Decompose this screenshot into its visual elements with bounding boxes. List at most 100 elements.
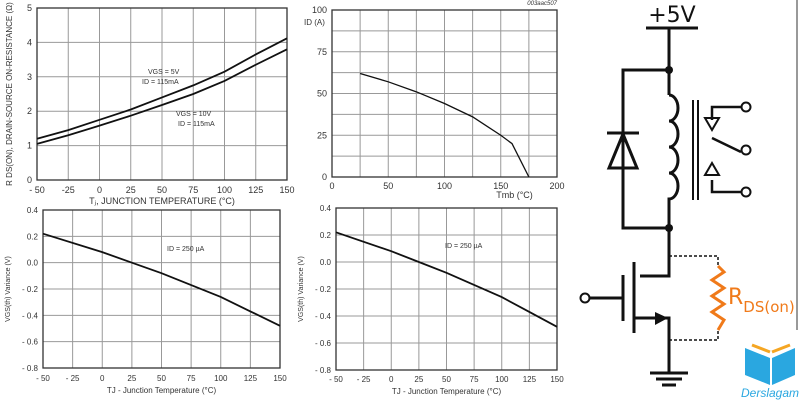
x-tick-label: - 50 [29,185,45,195]
gate-terminal [579,292,591,304]
y-tick-label: 100 [312,5,327,15]
x-tick-label: 125 [248,185,263,195]
y-tick-label: - 0.2 [315,285,332,294]
rds-label: R [728,285,743,310]
x-tick-label: 100 [437,181,452,191]
y-axis-label: ID (A) [304,18,325,27]
relay-coil [667,93,680,228]
x-tick-label: - 50 [36,374,50,383]
source-wire [634,316,671,372]
series-line [36,48,288,145]
series-line [36,37,288,140]
x-tick-label: 50 [383,181,393,191]
y-axis-label: R DS(ON), DRAIN-SOURCE ON-RESISTANCE (Ω) [5,2,14,186]
annotation: ID = 115mA [142,79,179,86]
plot-frame [42,209,281,369]
resistor-icon [709,264,727,331]
y-tick-label: - 0.8 [315,366,332,375]
x-tick-label: 25 [127,374,136,383]
y-tick-label: 2 [27,106,32,116]
y-tick-label: - 0.8 [22,364,39,373]
plot-frame [331,9,558,178]
plot-frame [335,207,558,371]
x-tick-label: 0 [100,374,105,383]
relay-contact-icon [703,117,721,176]
terminal [740,101,752,113]
terminal [740,186,752,198]
y-tick-label: 3 [27,72,32,82]
rds-dashed-lines [669,255,719,341]
x-tick-label: - 25 [357,375,371,384]
junction-dot [665,224,673,232]
diode-icon [606,130,640,170]
y-axis-label: VGS(th) Variance (V) [298,256,305,322]
plot-frame [36,7,288,181]
x-tick-label: -25 [62,185,75,195]
logo-book-icon [772,348,795,385]
x-axis-label: Tmb (°C) [496,190,533,200]
x-tick-label: 25 [126,185,136,195]
y-tick-label: 75 [317,47,327,57]
y-tick-label: 50 [317,89,327,99]
x-axis-label: TJ - Junction Temperature (°C) [392,387,502,396]
relay-switch [710,105,742,194]
y-tick-label: 5 [27,3,32,13]
y-tick-label: 0.4 [27,206,39,215]
y-axis-label: VGS(th) Variance (V) [5,256,12,322]
x-tick-label: 75 [470,375,479,384]
x-tick-label: 0 [329,181,334,191]
x-tick-label: - 25 [66,374,80,383]
x-tick-label: 200 [549,181,564,191]
junction-dot [665,66,673,74]
y-tick-label: 0 [27,175,32,185]
x-tick-label: 0 [389,375,394,384]
charts: - 50 -25 0 25 50 75 100 125 150 0 1 2 3 4 5 Tⱼ, JUNCTIO… [5,1,565,396]
y-tick-label: 25 [317,130,327,140]
annotation: ID = 115mA [178,121,215,128]
x-axis-label: Tⱼ, JUNCTION TEMPERATURE (°C) [89,196,235,206]
annotation: VGS = 10V [176,111,212,118]
y-tick-label: 1 [27,141,32,151]
x-tick-label: 75 [187,374,196,383]
annotation: ID = 250 µA [167,246,205,253]
x-tick-label: 100 [217,185,232,195]
source-arrow-icon [655,312,668,325]
y-tick-label: - 0.6 [315,339,332,348]
chart-title: 003aac507 [527,1,557,7]
wire [621,28,671,278]
y-tick-label: 0.2 [27,232,39,241]
logo-text: Derslagam [741,386,799,400]
logo-accent [751,343,791,354]
x-tick-label: 100 [214,374,228,383]
x-tick-label: 50 [157,185,167,195]
series-line [359,72,530,178]
x-tick-label: 75 [188,185,198,195]
x-tick-label: 50 [442,375,451,384]
y-tick-label: 0.4 [320,204,332,213]
y-tick-label: 4 [27,37,32,47]
rds-subscript: DS(on) [743,298,794,316]
y-tick-label: 0.2 [320,231,332,240]
terminal [740,144,752,156]
x-axis-label: TJ - Junction Temperature (°C) [107,386,217,395]
x-tick-label: 150 [273,374,287,383]
y-tick-label: - 0.4 [315,312,332,321]
series-line [335,231,558,328]
x-tick-label: 125 [523,375,537,384]
y-tick-label: - 0.2 [22,285,39,294]
x-tick-label: 50 [157,374,166,383]
logo: Derslagam [741,343,799,400]
rds-text: RDS(on) [728,285,795,316]
x-tick-label: 100 [495,375,509,384]
y-tick-label: 0 [322,172,327,182]
supply-label: +5V [648,3,695,28]
series-line [42,232,281,327]
annotation: ID = 250 µA [445,243,483,250]
logo-book-icon [745,348,770,385]
annotation: VGS = 5V [148,69,180,76]
x-tick-label: 25 [414,375,423,384]
x-tick-label: - 50 [329,375,343,384]
x-tick-label: 125 [244,374,258,383]
x-tick-label: 150 [493,181,508,191]
